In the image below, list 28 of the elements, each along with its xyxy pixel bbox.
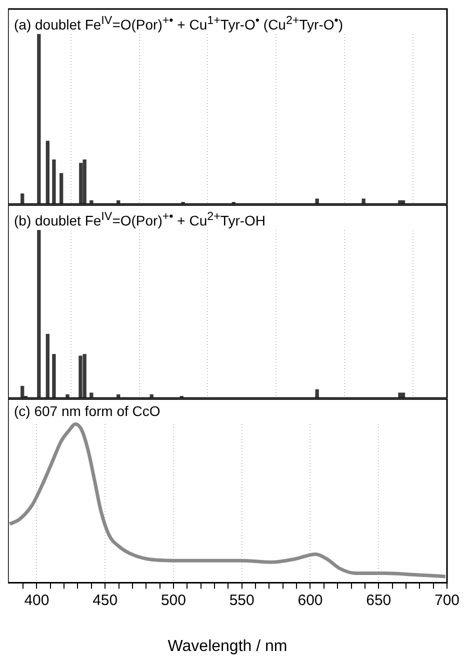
- x-tick-label: 400: [24, 592, 50, 609]
- x-tick-label: 700: [434, 592, 460, 609]
- chart-title: (c) 607 nm form of CcO: [14, 402, 160, 420]
- bar: [315, 389, 319, 398]
- x-axis-title: Wavelength / nm: [168, 638, 288, 655]
- bar: [52, 354, 56, 398]
- bar: [79, 162, 83, 204]
- bar: [82, 159, 86, 204]
- bar: [78, 356, 82, 398]
- bar: [37, 34, 41, 204]
- x-tick-label: 650: [366, 592, 392, 609]
- chart-title: (b) doublet Fe$^{IV}$=O(Por)$^{+•}$ + Cu$^{2+}$Tyr-OH: [14, 209, 266, 230]
- bar: [46, 140, 50, 204]
- bar: [362, 198, 366, 204]
- chart-title: (a) doublet Fe$^{IV}$=O(Por)$^{+•}$ + Cu$^{1+}$Tyr-O$^{•}$ (Cu$^{2+}$Tyr-O$^{•}$): [14, 14, 344, 33]
- bar: [60, 173, 64, 204]
- x-tick-label: 600: [298, 592, 323, 609]
- bar: [46, 334, 50, 398]
- bar: [37, 230, 41, 398]
- x-tick-label: 500: [160, 592, 186, 609]
- bar: [20, 193, 24, 204]
- x-tick-label: 450: [92, 592, 118, 609]
- bar: [82, 354, 86, 398]
- x-tick-label: 550: [229, 592, 254, 609]
- bar: [20, 386, 24, 398]
- bar: [315, 198, 319, 204]
- bar: [90, 392, 94, 398]
- bar: [52, 159, 56, 204]
